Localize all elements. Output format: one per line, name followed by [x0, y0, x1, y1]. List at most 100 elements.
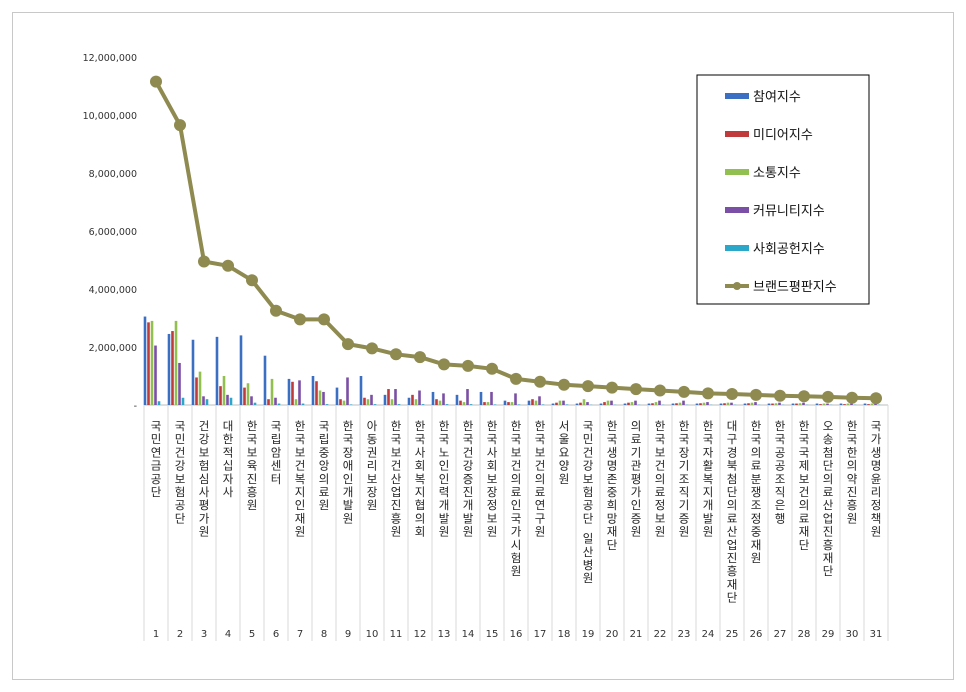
bar-참여지수 — [623, 403, 627, 405]
brand-index-point — [726, 388, 738, 400]
legend-swatch — [725, 169, 749, 175]
bar-소통지수 — [630, 402, 634, 405]
rank-label: 29 — [822, 629, 835, 640]
brand-index-point — [462, 359, 474, 372]
legend-box — [696, 74, 870, 305]
legend-swatch — [725, 131, 749, 137]
brand-index-point — [414, 351, 426, 364]
bar-사회공헌지수 — [541, 404, 545, 405]
brand-index-point — [246, 274, 258, 287]
bar-사회공헌지수 — [157, 401, 161, 405]
bar-사회공헌지수 — [469, 404, 473, 405]
bar-미디어지수 — [243, 387, 246, 405]
bar-사회공헌지수 — [301, 403, 305, 405]
bar-커뮤니티지수 — [274, 397, 277, 405]
rank-label: 31 — [870, 629, 883, 640]
bar-미디어지수 — [555, 402, 558, 405]
brand-index-point — [174, 119, 186, 132]
bar-소통지수 — [270, 378, 274, 405]
brand-line — [150, 75, 882, 405]
bar-참여지수 — [311, 376, 315, 405]
chart-svg: - 2,000,000 4,000,000 6,000,000 8,000,000 10,… — [83, 53, 889, 641]
y-tick-label: 12,000,000 — [83, 53, 137, 64]
bar-참여지수 — [551, 403, 555, 405]
bar-미디어지수 — [411, 394, 414, 405]
rank-label: 6 — [273, 629, 279, 640]
bar-참여지수 — [575, 403, 579, 405]
bar-미디어지수 — [387, 389, 390, 405]
rank-label: 8 — [321, 629, 327, 640]
brand-index-point — [294, 313, 306, 326]
bar-미디어지수 — [435, 399, 438, 405]
legend-label: 참여지수 — [753, 90, 801, 105]
bar-커뮤니티지수 — [418, 390, 421, 405]
bar-사회공헌지수 — [493, 404, 497, 405]
bar-커뮤니티지수 — [802, 402, 805, 405]
bar-미디어지수 — [267, 399, 270, 405]
bar-소통지수 — [342, 400, 346, 405]
bar-커뮤니티지수 — [226, 394, 229, 405]
bar-참여지수 — [359, 376, 363, 405]
bar-참여지수 — [503, 400, 507, 405]
rank-label: 10 — [366, 629, 379, 640]
bar-참여지수 — [647, 403, 651, 405]
brand-index-point — [582, 380, 594, 393]
bar-커뮤니티지수 — [586, 402, 589, 405]
bar-커뮤니티지수 — [370, 394, 373, 405]
axes: - 2,000,000 4,000,000 6,000,000 8,000,000 10,… — [83, 53, 889, 641]
bar-커뮤니티지수 — [394, 389, 397, 405]
bar-소통지수 — [462, 402, 466, 405]
bar-커뮤니티지수 — [178, 362, 181, 405]
bar-미디어지수 — [819, 404, 822, 405]
bar-사회공헌지수 — [445, 404, 449, 405]
bar-소통지수 — [366, 399, 370, 405]
bar-사회공헌지수 — [229, 397, 233, 405]
bars — [143, 316, 881, 405]
brand-index-point — [534, 375, 546, 388]
bar-소통지수 — [750, 402, 754, 405]
bar-소통지수 — [846, 403, 850, 405]
legend-label: 브랜드평판지수 — [753, 280, 837, 295]
bar-소통지수 — [390, 399, 394, 405]
bar-미디어지수 — [339, 399, 342, 405]
legend-label: 사회공헌지수 — [753, 242, 825, 257]
bar-소통지수 — [486, 402, 490, 405]
bar-참여지수 — [671, 403, 675, 405]
brand-index-point — [822, 390, 834, 403]
bar-소통지수 — [558, 400, 562, 405]
bar-미디어지수 — [363, 397, 366, 405]
bar-소통지수 — [198, 371, 202, 405]
bar-소통지수 — [438, 400, 442, 405]
bar-소통지수 — [606, 400, 610, 405]
rank-label: 9 — [345, 629, 351, 640]
legend-swatch — [725, 207, 749, 213]
bar-커뮤니티지수 — [658, 400, 661, 405]
rank-label: 26 — [750, 629, 763, 640]
bar-미디어지수 — [171, 331, 174, 405]
bar-미디어지수 — [579, 402, 582, 405]
x-labels: 국 민 연 금 공 단 1 국 민 건 강 보 험 공 단 2 건 강 보 험 심 사 평 가 원 3 대 한 적 십 자 사 4 한 국 보 육 진 흥 원… — [151, 419, 883, 640]
bar-커뮤니티지수 — [202, 396, 205, 405]
bar-미디어지수 — [843, 404, 846, 405]
rank-label: 3 — [201, 629, 207, 640]
bar-참여지수 — [191, 339, 195, 405]
bar-커뮤니티지수 — [442, 393, 445, 405]
bar-미디어지수 — [771, 403, 774, 405]
brand-index-point — [390, 348, 402, 361]
legend-label: 미디어지수 — [753, 128, 813, 143]
rank-label: 21 — [630, 629, 643, 640]
